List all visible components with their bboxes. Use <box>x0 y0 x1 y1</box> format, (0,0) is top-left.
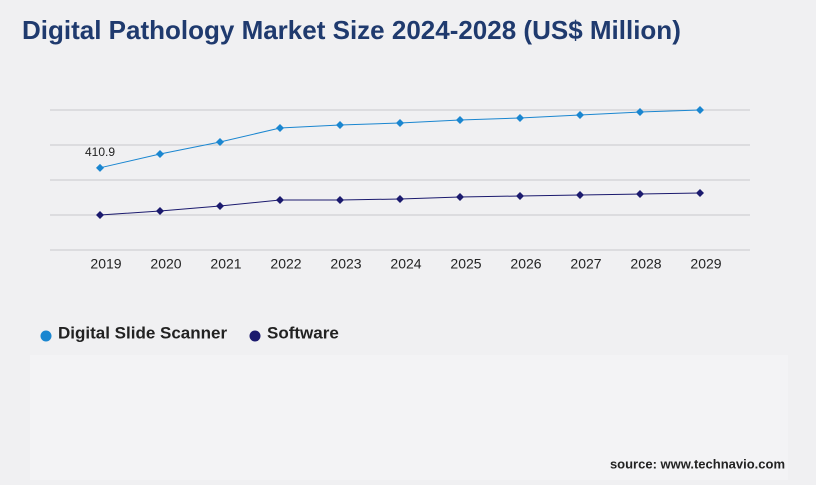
legend-label: Digital Slide Scanner <box>58 323 227 342</box>
point <box>456 116 464 124</box>
point <box>696 106 704 114</box>
x-tick-label: 2026 <box>510 256 541 272</box>
point <box>696 189 704 197</box>
data-label: 410.9 <box>85 145 115 159</box>
point <box>336 196 344 204</box>
x-tick-label: 2022 <box>270 256 301 272</box>
x-tick-label: 2027 <box>570 256 601 272</box>
chart-title: Digital Pathology Market Size 2024-2028 … <box>22 15 681 45</box>
x-tick-label: 2024 <box>390 256 421 272</box>
x-tick-label: 2019 <box>90 256 121 272</box>
point <box>216 202 224 210</box>
point <box>156 150 164 158</box>
point <box>516 114 524 122</box>
x-tick-label: 2028 <box>630 256 661 272</box>
point <box>276 196 284 204</box>
point <box>396 195 404 203</box>
point <box>576 191 584 199</box>
point <box>276 124 284 132</box>
panel <box>30 355 788 480</box>
point <box>216 138 224 146</box>
point <box>96 163 104 172</box>
x-tick-label: 2025 <box>450 256 481 272</box>
x-tick-label: 2029 <box>690 256 721 272</box>
legend-marker <box>249 330 261 342</box>
point <box>156 207 164 215</box>
x-tick-label: 2021 <box>210 256 241 272</box>
legend-label: Software <box>267 323 339 342</box>
legend-marker <box>40 330 52 342</box>
point <box>456 193 464 201</box>
point <box>636 190 644 198</box>
point <box>336 121 344 129</box>
point <box>96 211 104 219</box>
point <box>396 119 404 127</box>
source: source: www.technavio.com <box>610 456 785 471</box>
point <box>636 108 644 116</box>
x-tick-label: 2023 <box>330 256 361 272</box>
x-tick-label: 2020 <box>150 256 181 272</box>
point <box>516 192 524 200</box>
point <box>576 111 584 119</box>
